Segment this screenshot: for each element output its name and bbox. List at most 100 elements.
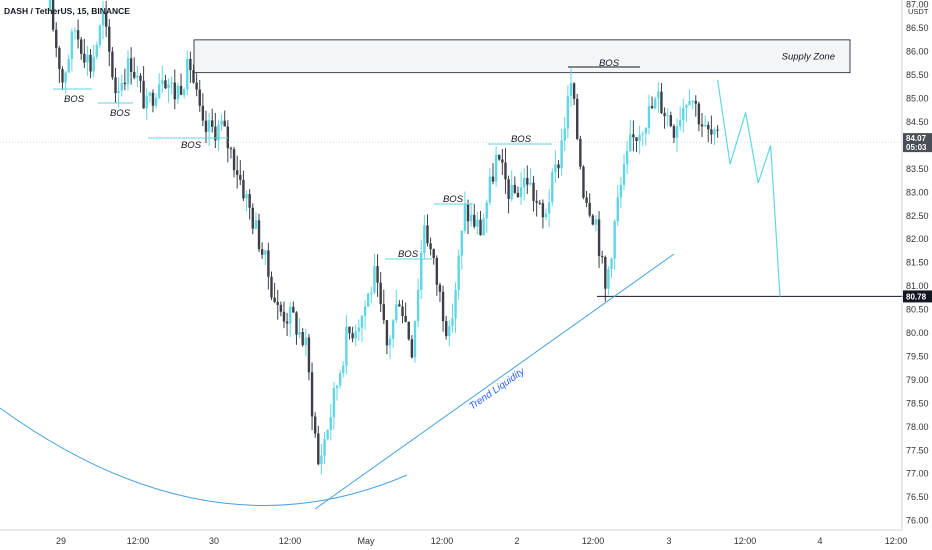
y-tick-label: 85.50 [906, 70, 929, 80]
candle-body [285, 321, 289, 324]
candle [273, 282, 276, 304]
candle-body [310, 372, 314, 417]
candle-body [370, 292, 373, 294]
candle [86, 45, 89, 77]
candle [632, 120, 635, 152]
candle [148, 91, 152, 103]
candle [179, 73, 183, 96]
candle-body [76, 30, 80, 40]
candle-body [48, 0, 52, 10]
candle-body [569, 83, 573, 96]
candle [604, 255, 607, 302]
candle-body [588, 202, 591, 216]
candle [491, 163, 495, 185]
candle-body [594, 219, 598, 225]
candle-body [388, 338, 392, 346]
candle-body [126, 58, 130, 85]
candle-body [279, 304, 283, 312]
candle [629, 119, 632, 152]
candle [410, 335, 414, 359]
candle [650, 96, 654, 109]
candle [616, 185, 619, 226]
candle-body [395, 304, 398, 321]
candle-body [198, 89, 201, 106]
candle [64, 70, 67, 94]
candle [198, 80, 201, 112]
candle-body [307, 337, 311, 373]
candle-body [682, 107, 685, 120]
candle [644, 126, 648, 146]
candle [700, 113, 704, 138]
candle-body [426, 225, 429, 244]
candle [182, 87, 186, 99]
candle [55, 22, 58, 58]
candle [688, 89, 691, 106]
candle-body [111, 51, 114, 78]
candle-body [672, 126, 676, 138]
candle [189, 51, 192, 83]
candle-body [204, 120, 208, 132]
y-tick-label: 76.50 [906, 492, 929, 502]
candle [133, 57, 136, 80]
candle [376, 254, 379, 297]
candle [264, 250, 267, 266]
candle [167, 78, 170, 103]
candle-body [501, 159, 504, 163]
candle-body [479, 219, 482, 236]
candle-body [454, 289, 457, 319]
candle [285, 312, 289, 337]
candle [504, 148, 507, 194]
candle-body [641, 133, 644, 135]
candle-body [326, 429, 329, 440]
candle-body [547, 202, 551, 214]
candle [482, 213, 485, 236]
candle [338, 370, 342, 389]
candle [186, 50, 189, 96]
candle-body [232, 149, 236, 171]
candle [67, 54, 70, 73]
candle [647, 94, 651, 135]
candle [276, 289, 279, 320]
candle-body [301, 332, 304, 346]
current-price-value: 84.07 [906, 134, 927, 143]
candle [479, 211, 482, 236]
candle [551, 168, 554, 207]
candle [192, 64, 195, 84]
candle [669, 111, 673, 128]
candle [348, 326, 351, 340]
candle [282, 301, 286, 329]
candle-body [264, 250, 267, 255]
candle-body [451, 318, 454, 327]
candle-body [67, 59, 70, 73]
candle [448, 320, 451, 347]
candle [317, 425, 320, 466]
x-tick-label: 29 [56, 536, 66, 546]
candle [251, 203, 254, 235]
candle [79, 36, 83, 60]
candle [145, 88, 148, 121]
candle [357, 319, 361, 341]
candle-body [354, 331, 357, 339]
bos-label: BOS [443, 194, 464, 205]
candle-body [332, 388, 336, 418]
candle [363, 300, 367, 331]
candle [367, 292, 370, 308]
bos-label: BOS [599, 58, 620, 69]
target-level-tag [903, 290, 932, 303]
candle [136, 65, 139, 87]
candle-body [666, 115, 669, 117]
candle [413, 320, 417, 363]
candle-body [510, 185, 513, 199]
candle-body [242, 179, 245, 199]
candle [588, 193, 591, 218]
candle-body [544, 213, 548, 218]
candle-body [58, 47, 61, 70]
candle-body [398, 304, 401, 307]
candle [245, 190, 248, 212]
candle-body [494, 155, 498, 182]
candle-body [245, 194, 248, 199]
candle [391, 318, 395, 349]
candle-body [345, 326, 348, 366]
x-tick-label: 12:00 [127, 536, 150, 546]
